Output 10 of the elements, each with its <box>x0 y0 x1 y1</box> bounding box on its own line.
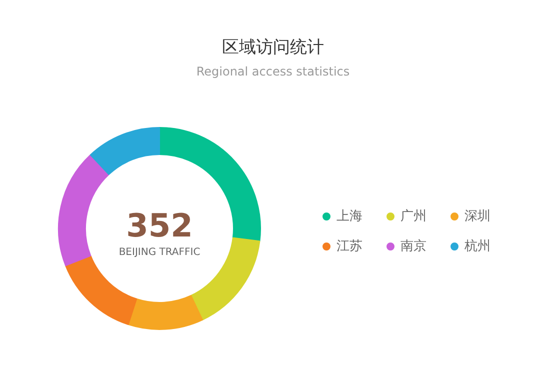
legend-label: 广州 <box>400 209 426 224</box>
legend-label: 江苏 <box>336 239 362 254</box>
chart-title: 区域访问统计 <box>222 38 324 58</box>
legend-label: 上海 <box>336 209 362 224</box>
chart-subtitle: Regional access statistics <box>196 64 350 78</box>
legend-label: 南京 <box>400 239 426 254</box>
legend-label: 深圳 <box>464 209 490 224</box>
text: 352 <box>126 206 193 244</box>
legend-label: 杭州 <box>464 239 490 254</box>
text: BEIJING TRAFFIC <box>118 247 200 258</box>
